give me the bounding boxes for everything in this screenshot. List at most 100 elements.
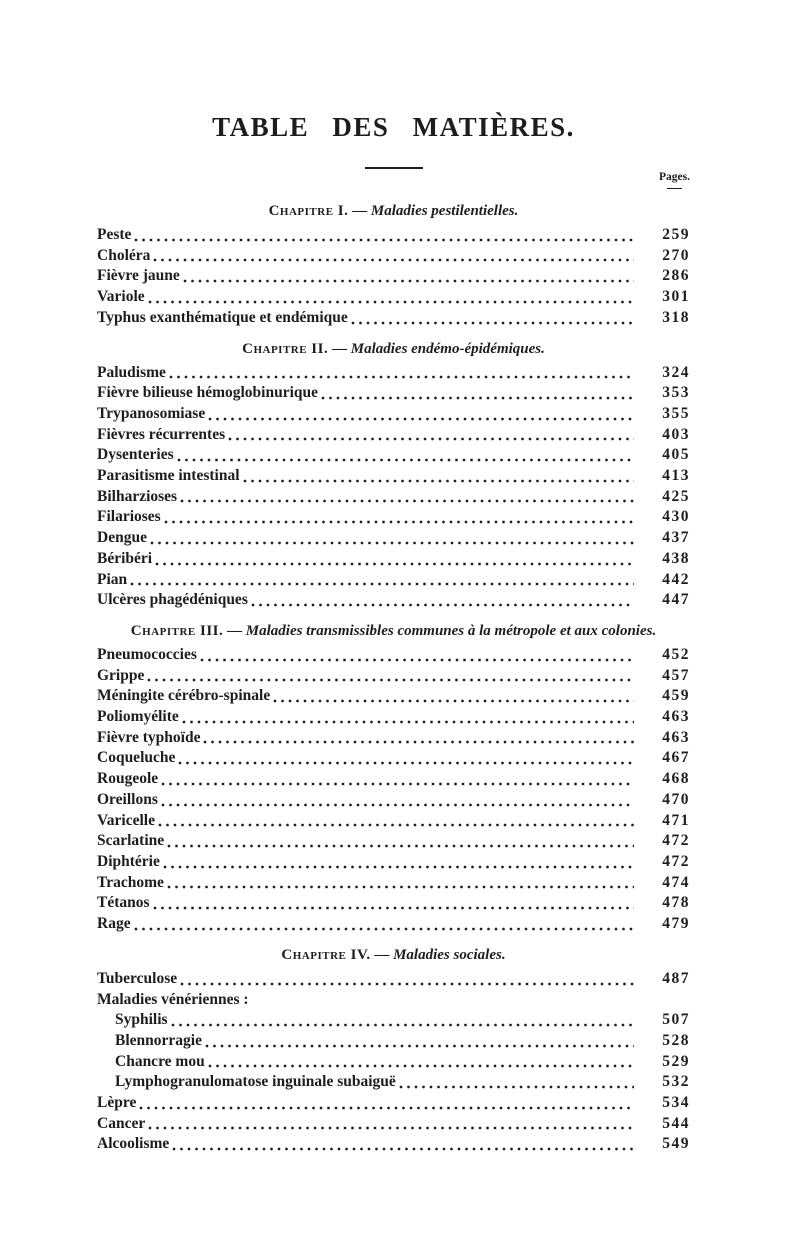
dot-leader	[250, 602, 634, 607]
dot-leader	[157, 823, 634, 828]
toc-entry: Varicelle 471	[97, 811, 690, 832]
toc-entry-page: 437	[662, 529, 690, 547]
dot-leader	[176, 458, 634, 463]
toc-entry-label: Fièvre typhoïde	[97, 728, 201, 746]
toc-entry-page: 286	[662, 267, 690, 285]
toc-entry-page: 403	[662, 425, 690, 443]
toc-entry: Filarioses 430	[97, 507, 690, 528]
toc-entry-page: 463	[662, 728, 690, 746]
toc-entry-page: 405	[662, 446, 690, 464]
pages-column-dash	[667, 188, 682, 189]
dot-leader	[207, 1064, 634, 1069]
toc-entry-label: Syphilis	[115, 1011, 168, 1029]
chapter-heading-dash: —	[331, 340, 347, 357]
toc-entry: Lymphogranulomatose inguinale subaiguë 53…	[97, 1072, 690, 1093]
toc-entry-label: Paludisme	[97, 363, 166, 381]
toc-entry-page: 318	[662, 308, 690, 326]
toc-entry: Chancre mou 529	[97, 1052, 690, 1073]
dot-leader	[273, 699, 634, 704]
toc-entry-label: Pneumococcies	[97, 645, 197, 663]
toc-entry: Fièvre jaune 286	[97, 266, 690, 287]
toc-entry-page: 528	[662, 1031, 690, 1049]
toc-entry: Paludisme 324	[97, 363, 690, 384]
toc-entry-page: 447	[662, 591, 690, 609]
toc-entry-label: Typhus exanthématique et endémique	[97, 308, 348, 326]
toc-entry: Parasitisme intestinal 413	[97, 466, 690, 487]
toc-entry-page: 474	[662, 873, 690, 891]
toc-entry-label: Fièvre jaune	[97, 267, 180, 285]
toc-entry-page: 270	[662, 246, 690, 264]
toc-entry-page: 472	[662, 852, 690, 870]
dot-leader	[133, 926, 634, 931]
toc-entry-label: Blennorragie	[115, 1031, 202, 1049]
toc-entry-label: Poliomyélite	[97, 708, 179, 726]
toc-chapters: Chapitre I. — Maladies pestilentielles. P…	[97, 199, 690, 1155]
dot-leader	[208, 416, 634, 421]
toc-entry-label: Chancre mou	[115, 1052, 205, 1070]
chapter-label: Chapitre II.	[242, 340, 329, 357]
dot-leader	[160, 802, 634, 807]
toc-entry-label: Grippe	[97, 666, 145, 684]
dot-leader	[199, 657, 634, 662]
pages-column-label: Pages.	[659, 171, 690, 183]
toc-entry-label: Varicelle	[97, 811, 155, 829]
page-title: TABLE DES MATIÈRES.	[212, 112, 575, 142]
toc-entry: Béribéri 438	[97, 549, 690, 570]
toc-entry-label: Bilharzioses	[97, 487, 178, 505]
toc-entry-page: 301	[662, 288, 690, 306]
toc-entry: Fièvre bilieuse hémoglobinurique 353	[97, 383, 690, 404]
dot-leader	[163, 520, 634, 525]
toc-entry-label: Scarlatine	[97, 832, 165, 850]
chapter-heading-dash: —	[374, 946, 390, 963]
toc-entry-page: 479	[662, 915, 690, 933]
dot-leader	[155, 561, 634, 566]
toc-entry-label: Fièvre bilieuse hémoglobinurique	[97, 384, 319, 402]
toc-entry-label: Cancer	[97, 1114, 146, 1132]
toc-entry: Pneumococcies 452	[97, 645, 690, 666]
toc-entry-page: 459	[662, 687, 690, 705]
chapter-heading: Chapitre III. — Maladies transmissibles …	[97, 619, 690, 643]
toc-entry-page: 470	[662, 790, 690, 808]
toc-entry-label: Ulcères phagédéniques	[97, 591, 248, 609]
dot-leader	[162, 864, 634, 869]
toc-entry-label: Fièvres récurrentes	[97, 425, 226, 443]
chapter-title: Maladies pestilentielles.	[370, 203, 519, 219]
toc-entry: Tétanos 478	[97, 893, 690, 914]
dot-leader	[170, 1022, 634, 1027]
dot-leader	[168, 375, 634, 380]
dot-leader	[147, 678, 634, 683]
dot-leader	[152, 906, 634, 911]
toc-entry-page: 452	[662, 645, 690, 663]
toc-entry: Rage 479	[97, 914, 690, 935]
chapter-label: Chapitre I.	[268, 203, 349, 219]
toc-entry: Pian 442	[97, 570, 690, 591]
dot-leader	[180, 981, 634, 986]
dot-leader	[166, 885, 634, 890]
toc-entry-page: 324	[662, 363, 690, 381]
toc-entry-label: Tuberculose	[97, 969, 178, 987]
dot-leader	[350, 320, 634, 325]
toc-entry: Oreillons 470	[97, 790, 690, 811]
toc-entry-label: Béribéri	[97, 549, 153, 567]
toc-entry: Syphilis 507	[97, 1010, 690, 1031]
toc-entry-label: Pian	[97, 570, 128, 588]
dot-leader	[148, 1126, 634, 1131]
toc-entry-label: Trachome	[97, 873, 164, 891]
toc-entry-label: Parasitisme intestinal	[97, 467, 240, 485]
toc-entry-page: 355	[662, 404, 690, 422]
dot-leader	[204, 1043, 634, 1048]
dot-leader	[153, 258, 634, 263]
toc-entry: Bilharzioses 425	[97, 487, 690, 508]
toc-entry-label: Maladies vénériennes :	[97, 990, 249, 1008]
toc-entry-label: Oreillons	[97, 790, 158, 808]
toc-entry-page: 534	[662, 1094, 690, 1112]
dot-leader	[130, 582, 634, 587]
toc-entry: Ulcères phagédéniques 447	[97, 590, 690, 611]
toc-entry-page: 353	[662, 384, 690, 402]
toc-entry: Choléra 270	[97, 246, 690, 267]
dot-leader	[147, 299, 634, 304]
chapter-heading-dash: —	[352, 203, 368, 219]
toc-entry-page: 425	[662, 487, 690, 505]
chapter-heading: Chapitre IV. — Maladies sociales.	[97, 943, 690, 967]
toc-entry-label: Trypanosomiase	[97, 404, 206, 422]
